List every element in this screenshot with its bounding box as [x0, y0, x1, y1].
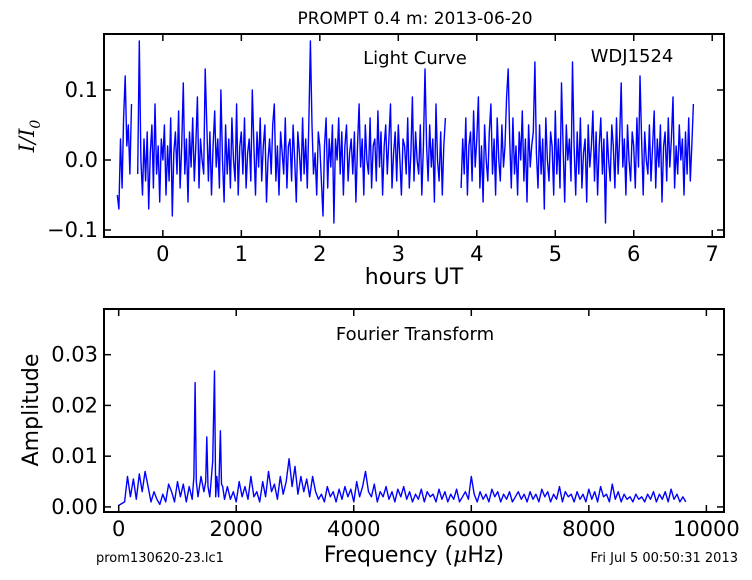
light-curve-line-segment [460, 61, 695, 224]
light-curve-x-axis-label: hours UT [365, 265, 464, 290]
fourier-y-tick-label: 0.00 [51, 495, 98, 519]
fourier-x-tick-label: 10000 [673, 517, 740, 541]
light-curve-x-tick-label: 0 [156, 242, 169, 266]
fourier-amplitude-line [118, 370, 687, 507]
fourier-x-tick-label: 2000 [210, 517, 263, 541]
fourier-series [118, 370, 687, 507]
light-curve-panel-title: Light Curve [363, 48, 467, 69]
light-curve-x-tick-label: 3 [392, 242, 405, 266]
fourier-x-tick-label: 0 [112, 517, 125, 541]
fourier-x-tick-label: 4000 [327, 517, 380, 541]
light-curve-x-tick-label: 1 [235, 242, 248, 266]
fourier-y-tick-label: 0.01 [51, 444, 98, 468]
fourier-y-axis-label: Amplitude [19, 354, 44, 467]
fourier-x-axis-label-symbol: μ [453, 543, 467, 568]
light-curve-y-tick-label: −0.1 [47, 218, 98, 242]
fourier-ticks: 0 2000 4000 6000 8000 10000 0.00 0.01 0.02 0.03 [51, 309, 740, 541]
light-curve-x-tick-label: 2 [313, 242, 326, 266]
fourier-x-tick-label: 6000 [445, 517, 498, 541]
light-curve-object-label: WDJ1524 [591, 46, 674, 67]
light-curve-line-segment [116, 75, 133, 210]
light-curve-panel: 0 1 2 3 4 5 6 7 −0.1 0.0 0.1 Light Curve WDJ1524 h… [15, 33, 725, 290]
light-curve-series [116, 40, 695, 224]
fourier-x-axis-label-start: Frequency ( [324, 543, 453, 568]
light-curve-y-axis-label-subscript: 0 [28, 120, 44, 129]
fourier-y-tick-label: 0.03 [51, 343, 98, 367]
light-curve-y-tick-label: 0.1 [65, 78, 98, 102]
fourier-x-axis-label-end: Hz) [467, 543, 504, 568]
fourier-x-tick-label: 8000 [562, 517, 615, 541]
light-curve-x-tick-label: 7 [706, 242, 719, 266]
light-curve-x-tick-label: 6 [627, 242, 640, 266]
figure-title: PROMPT 0.4 m: 2013-06-20 [297, 9, 532, 29]
light-curve-x-tick-label: 5 [549, 242, 562, 266]
fourier-panel: 0 2000 4000 6000 8000 10000 0.00 0.01 0.02 0.03 F… [19, 308, 740, 568]
light-curve-axes-frame [103, 33, 725, 238]
light-curve-line-segment [137, 40, 447, 224]
light-curve-y-tick-label: 0.0 [65, 148, 98, 172]
light-curve-y-axis-label-base: I/I [15, 128, 39, 153]
fourier-panel-title: Fourier Transform [336, 324, 494, 345]
light-curve-ticks: 0 1 2 3 4 5 6 7 −0.1 0.0 0.1 [47, 34, 724, 266]
fourier-x-axis-label: Frequency (μHz) [324, 543, 504, 568]
light-curve-y-axis-label: I/I0 [15, 120, 44, 154]
fourier-y-tick-label: 0.02 [51, 393, 98, 417]
footer-timestamp: Fri Jul 5 00:50:31 2013 [591, 551, 738, 566]
fourier-axes-frame [103, 308, 725, 513]
light-curve-x-tick-label: 4 [470, 242, 483, 266]
footer-filename: prom130620-23.lc1 [96, 551, 224, 566]
